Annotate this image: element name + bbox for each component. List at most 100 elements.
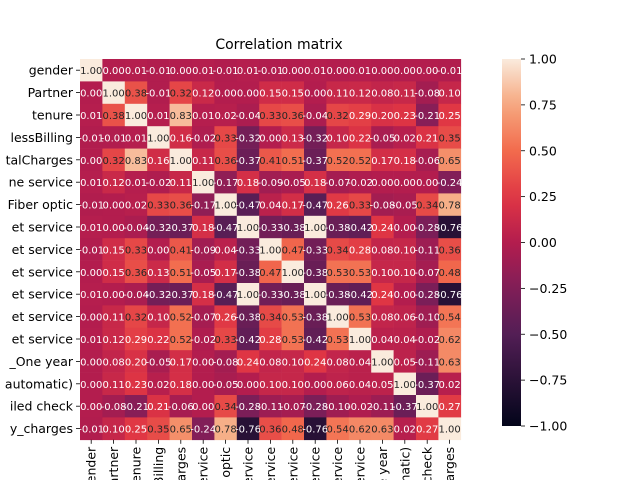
heatmap-cell <box>169 305 193 329</box>
heatmap-cell <box>304 148 327 172</box>
cell-value-label: 0.36 <box>214 156 236 167</box>
cell-value-label: -0.08 <box>213 357 239 368</box>
cell-value-label: -0.05 <box>213 380 239 391</box>
cell-value-label: 0.00 <box>416 66 438 77</box>
cell-value-label: 0.01 <box>80 223 102 234</box>
y-tick-label: et service <box>12 242 74 257</box>
cell-value-label: 1.00 <box>282 268 304 279</box>
cell-value-label: -0.28 <box>414 223 440 234</box>
heatmap-cell <box>348 417 372 441</box>
heatmap-cell <box>348 59 372 82</box>
cell-value-label: 0.34 <box>416 201 438 212</box>
heatmap-cell <box>102 417 126 441</box>
heatmap-cell <box>169 395 193 418</box>
heatmap-cell <box>124 395 148 418</box>
heatmap-cell <box>348 103 372 127</box>
cell-value-label: -0.37 <box>414 380 440 391</box>
cell-value-label: 0.78 <box>214 425 236 436</box>
cell-value-label: 0.11 <box>170 178 192 189</box>
cell-value-label: -0.37 <box>302 156 328 167</box>
cell-value-label: -0.47 <box>213 223 239 234</box>
cell-value-label: -0.38 <box>325 290 351 301</box>
cell-value-label: 0.52 <box>326 156 348 167</box>
cell-value-label: 0.21 <box>416 133 438 144</box>
heatmap-cell <box>147 215 170 239</box>
y-tick-label: tenure <box>32 108 73 123</box>
cell-value-label: -0.06 <box>168 402 194 413</box>
heatmap-cell <box>192 193 215 217</box>
heatmap-cell <box>236 171 260 194</box>
cell-value-label: -0.09 <box>257 178 283 189</box>
heatmap-cell <box>259 260 282 284</box>
cell-value-label: 0.16 <box>170 133 192 144</box>
y-tick-label: iled check <box>10 399 74 414</box>
cell-value-label: 0.17 <box>371 156 393 167</box>
heatmap-cell <box>80 372 103 396</box>
cell-value-label: -0.37 <box>392 402 418 413</box>
heatmap-cell <box>169 148 193 172</box>
cell-value-label: 0.24 <box>371 223 393 234</box>
heatmap-cell <box>147 171 170 194</box>
cell-value-label: -0.28 <box>414 290 440 301</box>
cell-value-label: 0.00 <box>170 66 192 77</box>
cell-value-label: 0.48 <box>282 425 304 436</box>
cell-value-label: 0.00 <box>371 66 393 77</box>
cell-value-label: 0.01 <box>80 111 102 122</box>
heatmap-cell <box>281 148 305 172</box>
colorbar-tick-label: 0.25 <box>529 189 557 204</box>
cell-value-label: -0.02 <box>414 335 440 346</box>
heatmap-cell <box>236 81 260 105</box>
heatmap-cell <box>214 103 238 127</box>
cell-value-label: -0.07 <box>280 402 306 413</box>
cell-value-label: -0.04 <box>302 111 328 122</box>
heatmap-cell <box>371 193 394 217</box>
cell-value-label: 0.00 <box>102 66 124 77</box>
heatmap-cell <box>348 193 372 217</box>
cell-value-label: 0.18 <box>304 178 326 189</box>
heatmap-cell <box>236 417 260 441</box>
cell-value-label: 0.18 <box>170 380 192 391</box>
heatmap-cell <box>281 81 305 105</box>
cell-value-label: -0.04 <box>235 111 261 122</box>
heatmap-cell <box>371 148 394 172</box>
x-tick-label: tenure <box>129 446 144 480</box>
y-tick-label: automatic) <box>5 376 73 391</box>
heatmap-cell <box>371 81 394 105</box>
cell-value-label: 0.48 <box>438 268 460 279</box>
heatmap-cell <box>326 103 350 127</box>
heatmap-cell <box>371 417 394 441</box>
cell-value-label: 0.01 <box>80 335 102 346</box>
cell-value-label: 0.11 <box>102 380 124 391</box>
cell-value-label: -0.11 <box>414 245 440 256</box>
heatmap-cell <box>304 81 327 105</box>
cell-value-label: 0.10 <box>282 357 304 368</box>
heatmap-cell <box>236 350 260 373</box>
cell-value-label: -0.07 <box>325 178 351 189</box>
heatmap-cell <box>236 126 260 149</box>
cell-value-label: 0.15 <box>102 268 124 279</box>
heatmap-cell <box>281 260 305 284</box>
colorbar-tick-label: −1.00 <box>529 419 567 434</box>
heatmap-cell <box>80 126 103 149</box>
cell-value-label: -0.01 <box>101 133 127 144</box>
heatmap-cell <box>124 148 148 172</box>
cell-value-label: 0.06 <box>394 313 416 324</box>
cell-value-label: 0.29 <box>125 335 147 346</box>
heatmap-cell <box>371 372 394 396</box>
cell-value-label: 0.35 <box>147 425 169 436</box>
cell-value-label: -0.42 <box>347 290 373 301</box>
cell-value-label: 0.08 <box>371 313 393 324</box>
cell-value-label: 1.00 <box>214 201 236 212</box>
heatmap-cell <box>393 148 417 172</box>
heatmap-cell <box>169 372 193 396</box>
cell-value-label: 1.00 <box>102 89 124 100</box>
x-tick-label: r optic <box>218 447 233 480</box>
heatmap-cell <box>192 126 215 149</box>
cell-value-label: 0.29 <box>349 111 371 122</box>
cell-value-label: 1.00 <box>416 402 438 413</box>
heatmap-cell <box>393 171 417 194</box>
cell-value-label: 0.18 <box>192 223 214 234</box>
cell-value-label: 0.36 <box>438 245 460 256</box>
heatmap-cell <box>236 283 260 306</box>
heatmap-cell <box>102 126 126 149</box>
